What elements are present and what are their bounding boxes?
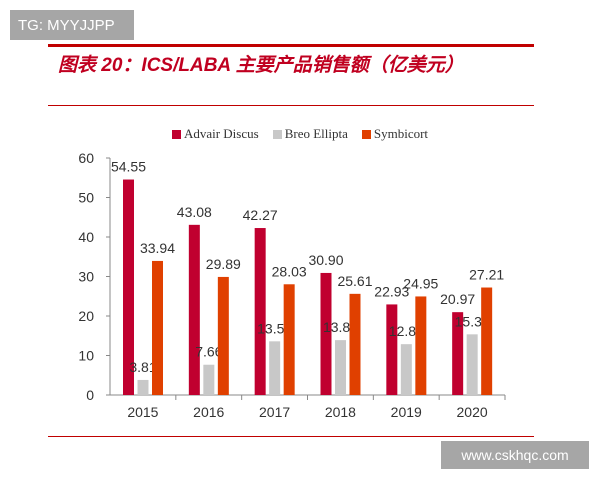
- y-tick-label: 0: [86, 387, 94, 403]
- legend-swatch: [272, 129, 282, 139]
- bar-breo-ellipta: [203, 364, 215, 395]
- bar-advair-discus: [188, 224, 200, 395]
- x-tick-label: 2015: [127, 404, 158, 420]
- data-label: 29.89: [206, 256, 241, 272]
- x-tick-label: 2016: [193, 404, 224, 420]
- bar-breo-ellipta: [137, 379, 149, 395]
- data-label: 28.03: [272, 263, 307, 279]
- data-label: 54.55: [111, 159, 146, 175]
- bar-advair-discus: [320, 272, 332, 395]
- bar-symbicort: [217, 276, 229, 395]
- data-label: 27.21: [469, 267, 504, 283]
- y-tick-label: 10: [78, 348, 94, 364]
- data-label: 42.27: [243, 207, 278, 223]
- bar-advair-discus: [386, 304, 398, 395]
- data-label: 43.08: [177, 204, 212, 220]
- legend-swatch: [171, 129, 181, 139]
- data-label: 20.97: [440, 291, 475, 307]
- bar-symbicort: [349, 293, 361, 395]
- y-tick-label: 50: [78, 190, 94, 206]
- x-tick-label: 2019: [391, 404, 422, 420]
- bottom-rule: [48, 436, 534, 437]
- data-label: 30.90: [308, 252, 343, 268]
- y-tick-label: 30: [78, 269, 94, 285]
- legend-item: Advair Discus: [171, 126, 259, 142]
- legend-label: Breo Ellipta: [284, 126, 348, 141]
- data-label: 22.93: [374, 283, 409, 299]
- y-tick-label: 60: [78, 150, 94, 166]
- bar-symbicort: [283, 284, 295, 395]
- bar-breo-ellipta: [466, 334, 478, 395]
- data-label: 24.95: [403, 275, 438, 291]
- data-label: 7.66: [195, 344, 222, 360]
- data-label: 15.36: [455, 313, 490, 329]
- legend-item: Breo Ellipta: [272, 126, 348, 142]
- data-label: 3.81: [129, 359, 156, 375]
- legend-swatch: [361, 129, 371, 139]
- bar-advair-discus: [123, 179, 134, 395]
- legend: Advair Discus Breo Ellipta Symbicort: [0, 126, 600, 142]
- legend-label: Advair Discus: [183, 126, 259, 141]
- watermark-top: TG: MYYJJPP: [10, 10, 134, 40]
- title-rule-bottom: [48, 105, 534, 106]
- bar-advair-discus: [452, 312, 464, 395]
- data-label: 13.59: [257, 320, 292, 336]
- bar-symbicort: [152, 260, 163, 395]
- chart-title: 图表 20：ICS/LABA 主要产品销售额（亿美元）: [58, 55, 464, 76]
- x-tick-label: 2018: [325, 404, 356, 420]
- data-label: 25.61: [337, 273, 372, 289]
- data-label: 12.87: [389, 323, 424, 339]
- y-tick-label: 20: [78, 308, 94, 324]
- bar-symbicort: [415, 296, 427, 395]
- legend-label: Symbicort: [373, 126, 429, 141]
- watermark-bottom: www.cskhqc.com: [441, 441, 589, 469]
- data-label: 13.89: [323, 319, 358, 335]
- bar-symbicort: [481, 287, 493, 395]
- legend-item: Symbicort: [361, 126, 429, 142]
- x-tick-label: 2020: [457, 404, 488, 420]
- bar-advair-discus: [254, 228, 266, 395]
- y-tick-label: 40: [78, 229, 94, 245]
- bar-breo-ellipta: [400, 344, 412, 395]
- bar-breo-ellipta: [269, 341, 281, 395]
- x-tick-label: 2017: [259, 404, 290, 420]
- title-rule-top: [48, 44, 534, 47]
- data-label: 33.94: [140, 240, 175, 256]
- bar-breo-ellipta: [335, 340, 346, 395]
